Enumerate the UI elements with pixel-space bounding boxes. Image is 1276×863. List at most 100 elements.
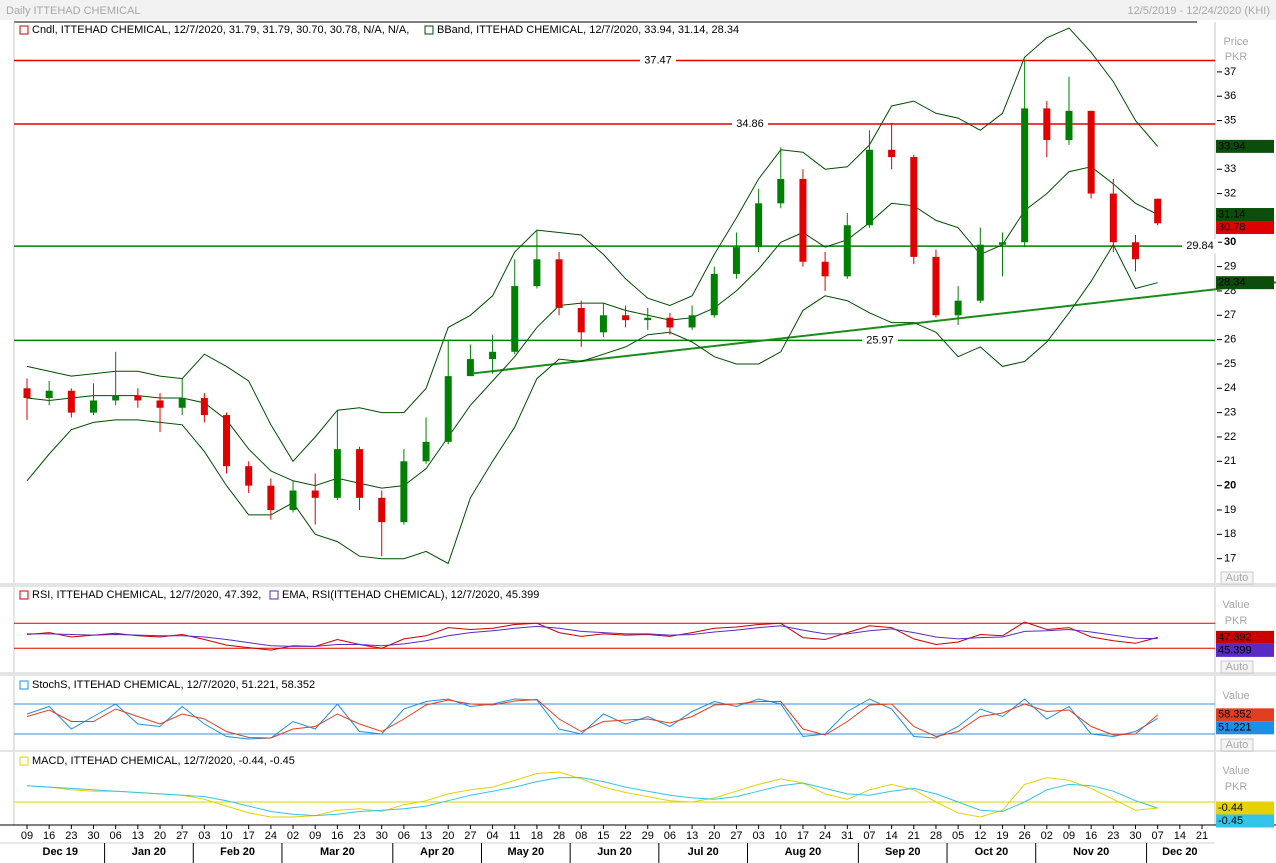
month-label: Apr 20: [420, 846, 454, 858]
x-tick-label: 13: [132, 830, 144, 842]
candle-body: [112, 395, 120, 401]
y-tick-label: 19: [1224, 504, 1236, 516]
x-tick-label: 23: [353, 830, 365, 842]
candle-body: [356, 449, 364, 498]
trendline: [470, 281, 1276, 375]
candle-body: [954, 300, 962, 316]
window-title: Daily ITTEHAD CHEMICAL: [6, 5, 140, 17]
last-value-box: [1216, 276, 1274, 290]
title-bar: [0, 0, 1276, 20]
candle-body: [400, 461, 408, 523]
candle-body: [200, 398, 208, 416]
y-tick-label: 36: [1224, 90, 1236, 102]
legend-icon: [19, 590, 29, 600]
plot-layer: Price PKR Auto 17 18 19 20 21 22 23 24 25 26 27 28 29 30…: [14, 24, 1276, 863]
y-tick-label: 26: [1224, 334, 1236, 346]
axis-title: Value: [1222, 599, 1249, 611]
y-tick-label: 23: [1224, 407, 1236, 419]
candle-body: [843, 225, 851, 277]
candle-body: [245, 466, 253, 486]
month-label: Mar 20: [320, 846, 355, 858]
indicator-line: [26, 698, 1159, 739]
candle-body: [799, 178, 807, 262]
candle-body: [777, 178, 785, 204]
x-tick-label: 30: [376, 830, 388, 842]
x-tick-label: 03: [752, 830, 764, 842]
level-label-bg: [732, 116, 768, 131]
last-value-box: [1216, 814, 1274, 828]
legend-label: EMA, RSI(ITTEHAD CHEMICAL), 12/7/2020, 4…: [282, 589, 539, 601]
last-value-label: 47.392: [1218, 631, 1252, 643]
panel-separator: [0, 672, 1276, 676]
x-tick-label: 07: [1152, 830, 1164, 842]
candle-body: [422, 441, 430, 462]
x-tick-label: 30: [1129, 830, 1141, 842]
axis-title: PKR: [1225, 781, 1248, 793]
x-tick-label: 10: [220, 830, 232, 842]
x-tick-label: 20: [442, 830, 454, 842]
legend-label: MACD, ITTEHAD CHEMICAL, 12/7/2020, -0.44…: [32, 755, 295, 767]
last-value-box: [1216, 208, 1274, 222]
candle-body: [289, 490, 297, 510]
x-tick-label: 06: [110, 830, 122, 842]
x-tick-label: 21: [908, 830, 920, 842]
month-label: Jan 20: [132, 846, 166, 858]
last-value-box: [1216, 721, 1274, 735]
x-tick-label: 06: [398, 830, 410, 842]
x-tick-label: 15: [597, 830, 609, 842]
x-tick-label: 05: [952, 830, 964, 842]
x-tick-label: 09: [21, 830, 33, 842]
candle-body: [666, 317, 674, 328]
candle-body: [622, 315, 630, 321]
auto-button: [1220, 571, 1254, 585]
candle-body: [45, 390, 53, 399]
y-tick-label: 21: [1224, 455, 1236, 467]
level-label-bg: [1182, 239, 1218, 254]
indicator-line: [26, 698, 1158, 740]
last-value-label: 31.14: [1218, 208, 1246, 220]
candle-body: [932, 256, 940, 316]
last-value-label: 33.94: [1218, 140, 1246, 152]
panel-separator: [0, 750, 1276, 752]
candle-body: [178, 398, 186, 408]
x-tick-label: 14: [1174, 830, 1186, 842]
last-value-label: -0.45: [1218, 815, 1243, 827]
candle-body: [644, 317, 652, 321]
last-value-label: 51.221: [1218, 722, 1252, 734]
candle-body: [732, 247, 740, 274]
month-label: May 20: [507, 846, 544, 858]
candle-body: [311, 490, 319, 498]
x-tick-label: 17: [797, 830, 809, 842]
x-tick-label: 31: [841, 830, 853, 842]
level-label: 29.84: [1186, 240, 1214, 252]
legend-icon: [19, 756, 29, 766]
legend-label: BBand, ITTEHAD CHEMICAL, 12/7/2020, 33.9…: [437, 24, 739, 36]
candle-body: [555, 259, 563, 308]
x-tick-label: 20: [708, 830, 720, 842]
x-tick-label: 06: [664, 830, 676, 842]
candle-body: [888, 149, 896, 158]
candle-body: [90, 400, 98, 413]
month-label: Oct 20: [975, 846, 1009, 858]
x-tick-label: 11: [509, 830, 520, 842]
candle-body: [710, 273, 718, 316]
legend-icon: [19, 25, 29, 35]
candle-body: [577, 307, 585, 333]
last-value-label: 30.78: [1218, 221, 1246, 233]
x-tick-label: 21: [1196, 830, 1208, 842]
candle-body: [1154, 198, 1162, 224]
candle-body: [976, 244, 984, 301]
candle-body: [489, 351, 497, 360]
y-tick-label: 24: [1224, 382, 1236, 394]
axis-title: Value: [1222, 690, 1249, 702]
y-tick-label: 27: [1224, 309, 1236, 321]
y-tick-label: 37: [1224, 66, 1236, 78]
x-tick-label: 17: [243, 830, 255, 842]
month-label: Dec 20: [1162, 846, 1197, 858]
level-label: 25.97: [866, 334, 894, 346]
candle-body: [134, 395, 142, 401]
candle-body: [1087, 110, 1095, 194]
x-tick-label: 29: [642, 830, 654, 842]
candle-body: [1021, 108, 1029, 243]
month-label: Dec 19: [43, 846, 78, 858]
